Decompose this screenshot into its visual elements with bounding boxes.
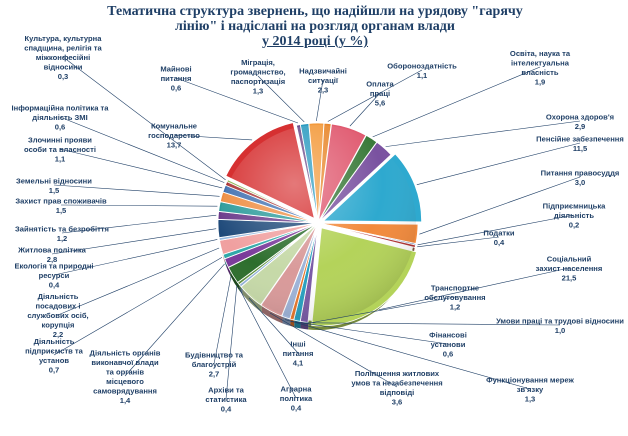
slice-label: Охорона здоров'я 2,9 <box>546 112 614 131</box>
slice-label: Інформаційна політика та діяльність ЗМІ 0,… <box>12 104 110 132</box>
slice-label: Культура, культурна спадщина, релігія та м… <box>24 34 102 81</box>
slice-label: Діяльність підприємств та установ 0,7 <box>25 337 84 375</box>
leader-line <box>51 228 217 255</box>
slice-label: Функціонування мереж зв'язку 1,3 <box>486 376 574 404</box>
slice-label: Екологія та природні ресурси 0,4 <box>14 262 93 290</box>
leader-line <box>59 116 225 183</box>
leader-line <box>349 92 381 127</box>
slice-label: Захист прав споживачів 1,5 <box>15 196 107 215</box>
leader-line <box>248 297 299 354</box>
leader-line <box>285 319 531 390</box>
leader-line <box>316 79 324 122</box>
slice-label: Аграрна політика 0,4 <box>280 385 313 413</box>
leader-line <box>124 263 225 377</box>
leader-line <box>213 276 232 365</box>
slice-label: Діяльність органів виконавчої влади та орг… <box>90 348 161 405</box>
slice-label: Комунальне господарство 13,7 <box>148 122 200 150</box>
leader-line <box>417 214 575 246</box>
slice-label: Питання правосуддя 3,0 <box>541 168 620 187</box>
slice-label: Зайнятість та безробіття 1,2 <box>15 224 109 243</box>
chart-title-line-3: у 2014 році (у %) <box>261 34 369 49</box>
leader-line <box>269 312 398 388</box>
leader-line <box>59 148 223 189</box>
slice-label: Будівництво та благоустрій 2,7 <box>185 351 244 379</box>
leader-line <box>257 75 305 123</box>
leader-line <box>416 142 581 185</box>
leader-line <box>291 321 449 345</box>
leader-line <box>57 247 220 316</box>
slice-label: Злочинні прояви особи та власності 1,1 <box>24 136 96 164</box>
leader-line <box>173 134 253 141</box>
slice-label: Надзвичайні ситуації 2,3 <box>299 67 347 95</box>
leader-line <box>238 286 297 399</box>
slice-label: Майнові питання 0,6 <box>160 65 191 93</box>
slice-label: Соціальний захист населення 21,5 <box>536 255 603 283</box>
slice-label: Житлова політика 2,8 <box>17 245 87 264</box>
slice-label: Поліпшення житлових умов та незабезпеченн… <box>351 369 442 407</box>
leader-line <box>53 184 220 197</box>
chart-title-line-2: лінію" і надіслані на розгляд органам вл… <box>175 19 455 34</box>
slice-label: Архіви та статистика 0,4 <box>205 386 247 414</box>
leader-line <box>62 56 226 181</box>
slice-label: Підприємницька діяльність 0,2 <box>543 202 606 230</box>
leader-line <box>327 69 423 122</box>
slice-label: Освіта, наука та інтелектуальна власність 1… <box>510 49 571 87</box>
leader-line <box>303 296 456 325</box>
leader-line <box>385 120 581 147</box>
leader-line <box>175 77 299 124</box>
leader-line <box>53 239 218 276</box>
slice-label: Оплата праці 5,6 <box>366 80 394 108</box>
slice-label: Пенсійне забезпечення 11,5 <box>536 134 624 153</box>
slice-label: Податки 0,4 <box>483 228 515 247</box>
leader-line <box>53 257 223 356</box>
slice-label: Інші питання 4,1 <box>283 340 314 368</box>
leader-line <box>419 176 581 235</box>
leader-line <box>417 236 500 248</box>
slice-label: Фінансові установи 0,6 <box>429 331 467 359</box>
leader-line <box>225 284 238 400</box>
leader-line <box>61 214 217 234</box>
chart-title: Тематична структура звернень, що надійшл… <box>95 4 535 49</box>
leader-line <box>372 66 541 138</box>
slice-label: Земельні відносини 1,5 <box>16 176 92 195</box>
leader-line <box>378 267 570 311</box>
leader-line <box>296 322 561 326</box>
leader-line <box>60 204 218 207</box>
slice-label: Діяльність посадових і службових осіб, кору… <box>27 292 88 339</box>
slice-label: Транспортне обслуговування 1,2 <box>424 284 485 312</box>
slice-label: Умови праці та трудові відносини 1,0 <box>496 316 624 335</box>
slice-label: Обороноздатність 1,1 <box>387 61 457 80</box>
slice-label: Міграція, громадянство, паспортизація 1,3 <box>230 58 285 96</box>
chart-title-line-1: Тематична структура звернень, що надійшл… <box>107 4 523 19</box>
